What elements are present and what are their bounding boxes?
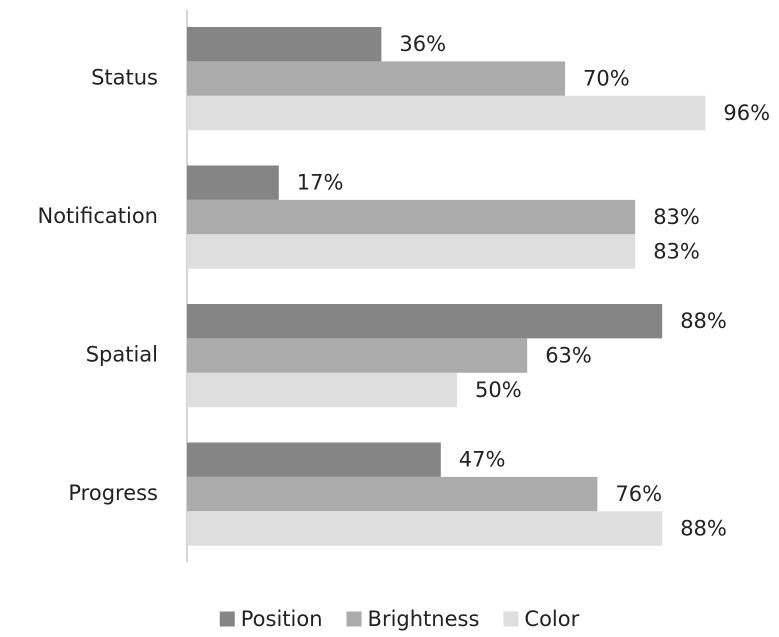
data-label: 17% bbox=[297, 171, 344, 195]
category-label: Status bbox=[91, 66, 158, 90]
data-label: 47% bbox=[459, 448, 506, 472]
bar bbox=[187, 511, 663, 546]
legend-swatch bbox=[346, 611, 362, 627]
legend-swatch bbox=[503, 611, 519, 627]
data-label: 83% bbox=[653, 240, 700, 264]
bar bbox=[187, 234, 636, 269]
bar bbox=[187, 372, 457, 408]
legend-swatch bbox=[219, 611, 235, 627]
data-label: 88% bbox=[680, 309, 727, 333]
category-label: Notification bbox=[38, 204, 159, 228]
data-label: 63% bbox=[545, 344, 592, 368]
bar bbox=[187, 338, 528, 373]
data-label: 36% bbox=[399, 32, 446, 56]
bar bbox=[187, 165, 279, 200]
legend-label: Position bbox=[241, 607, 323, 631]
data-label: 83% bbox=[653, 205, 700, 229]
category-label: Progress bbox=[68, 481, 158, 505]
bar bbox=[187, 199, 636, 235]
bar bbox=[187, 304, 663, 339]
legend-label: Brightness bbox=[368, 607, 480, 631]
bar bbox=[187, 95, 706, 131]
data-label: 70% bbox=[583, 67, 630, 91]
bar bbox=[187, 442, 441, 477]
legend-label: Color bbox=[524, 607, 579, 631]
bar bbox=[187, 476, 598, 512]
data-label: 96% bbox=[723, 101, 770, 125]
data-label: 88% bbox=[680, 517, 727, 541]
category-label: Spatial bbox=[86, 343, 158, 367]
bar bbox=[187, 27, 382, 62]
data-label: 50% bbox=[475, 378, 522, 402]
data-label: 76% bbox=[615, 482, 662, 506]
bar bbox=[187, 61, 565, 96]
